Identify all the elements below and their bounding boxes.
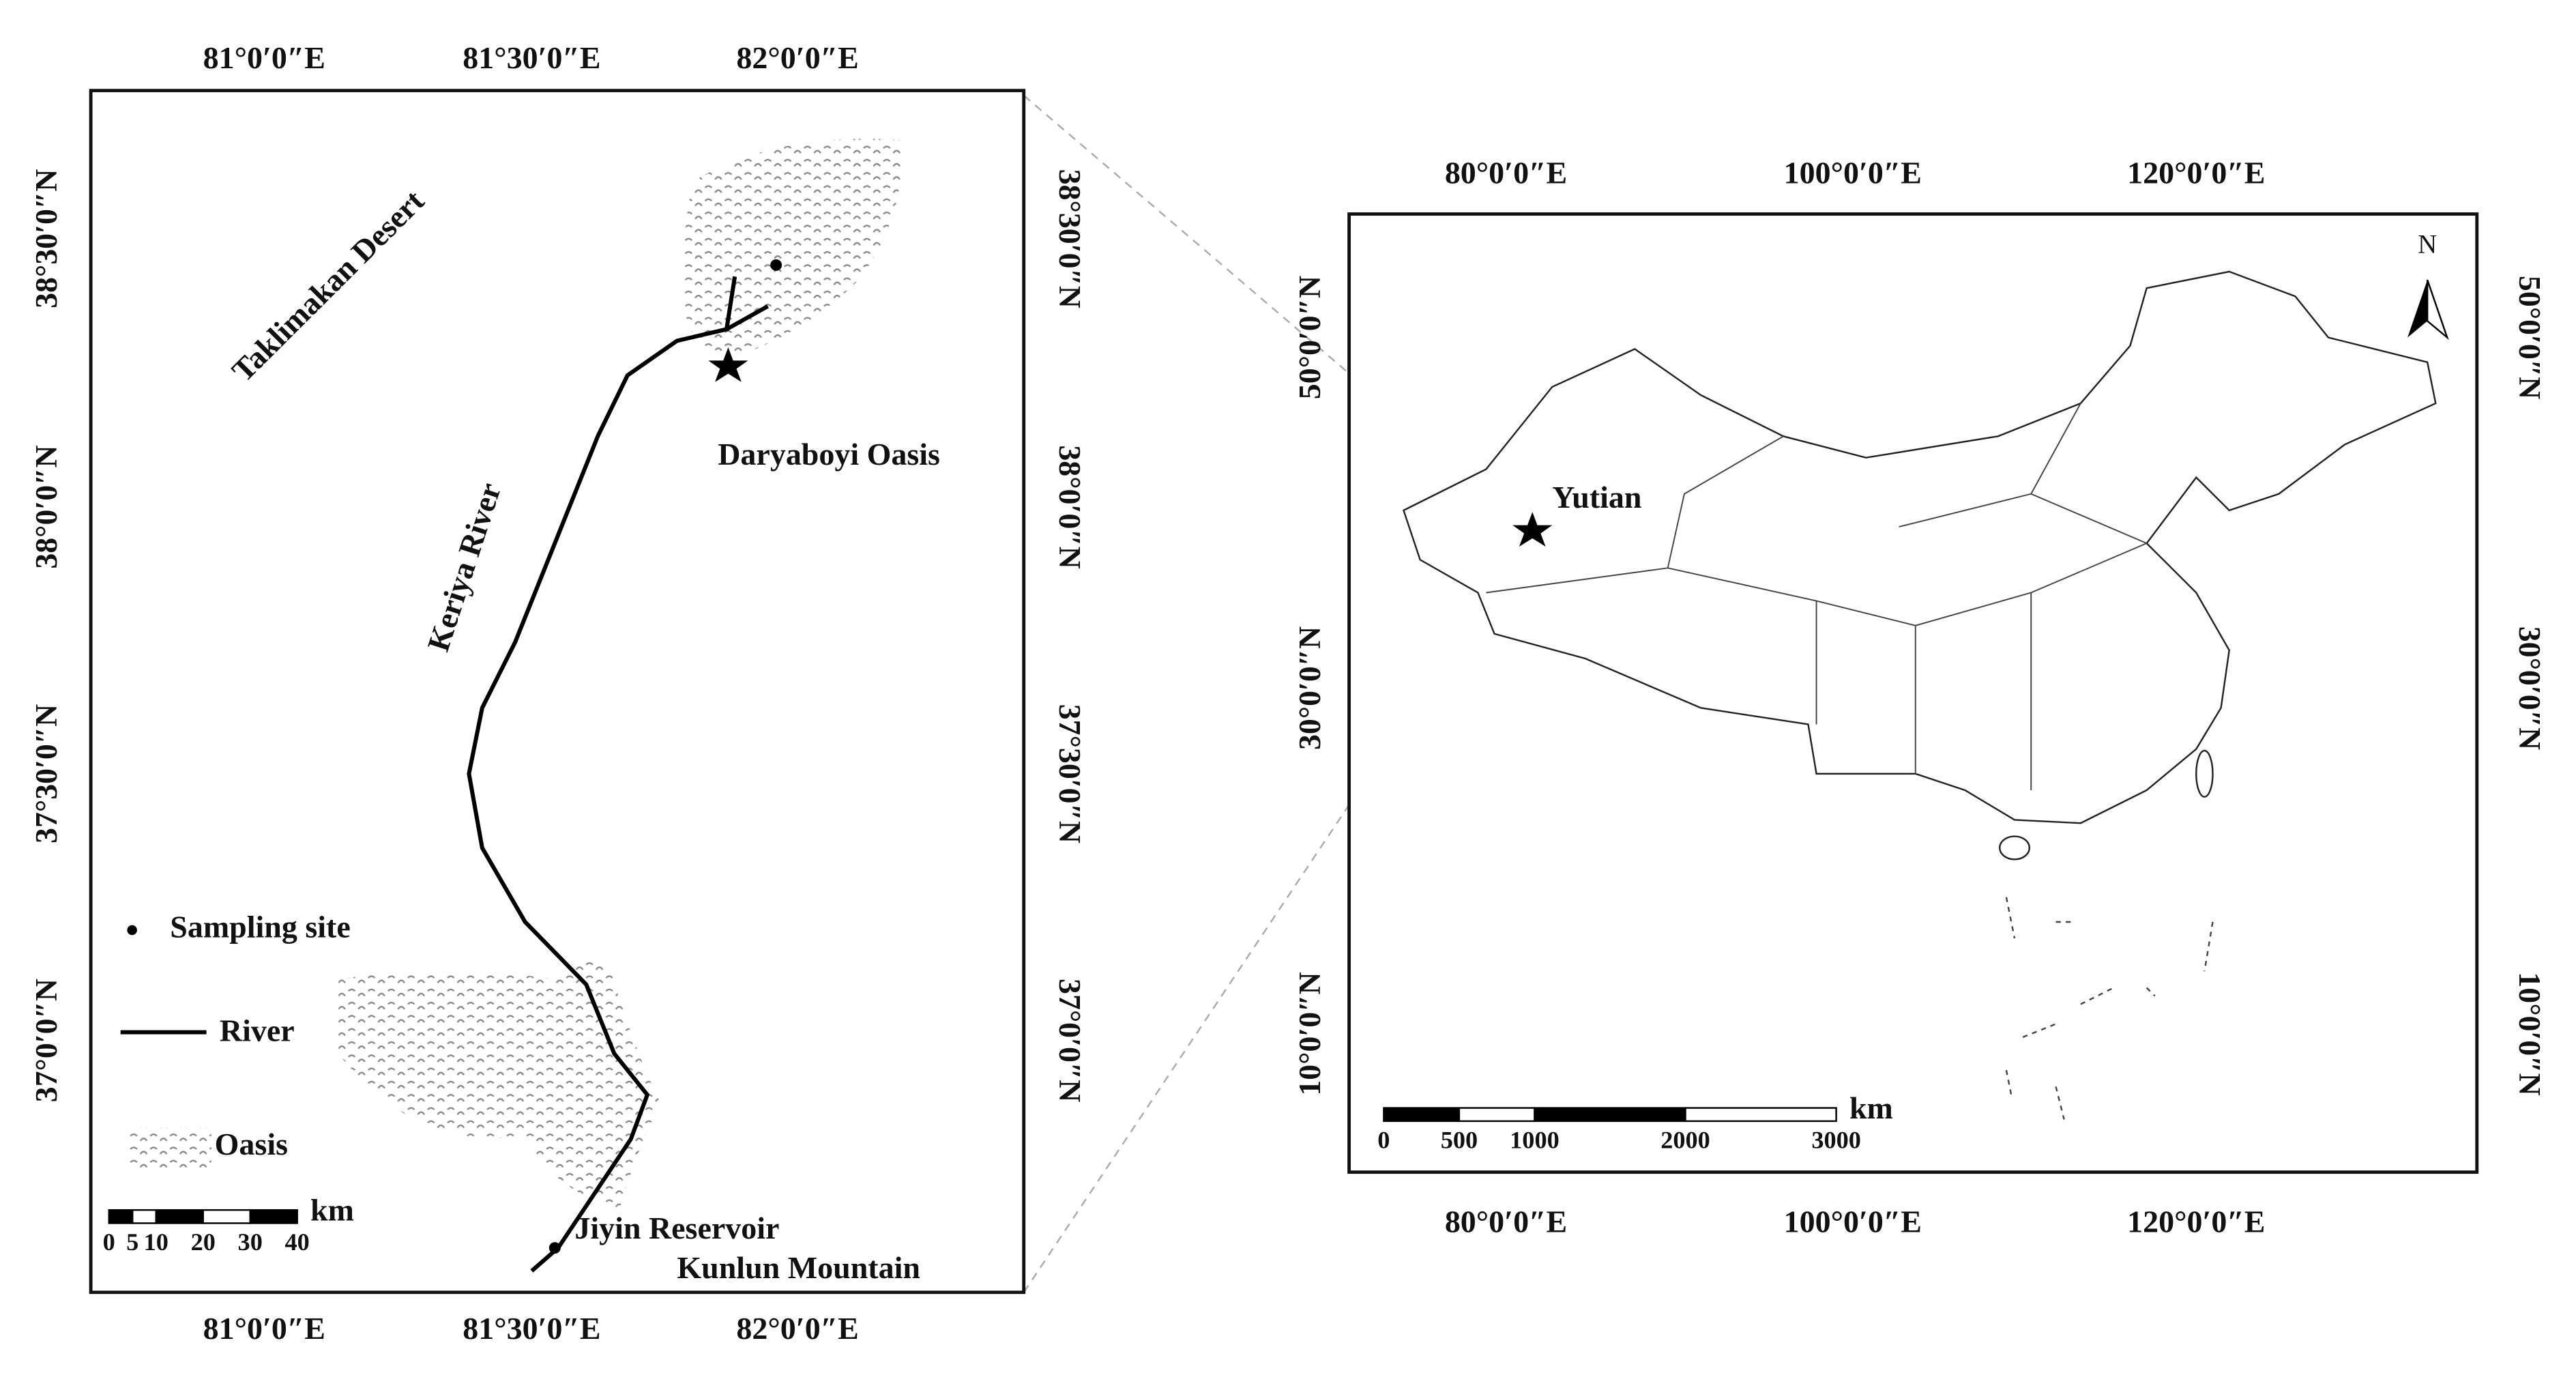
lon-label: 80°0′0″E [1445, 1204, 1567, 1239]
connector [1023, 95, 1534, 531]
lat-label: 38°0′0″N [1053, 445, 1087, 568]
oasis-marker [708, 347, 748, 382]
scale-tick-label: 40 [285, 1228, 310, 1256]
scale-tick-label: 5 [126, 1228, 138, 1256]
legend-label: Sampling site [170, 910, 350, 944]
legend-dot [127, 925, 137, 936]
lat-label: 37°0′0″N [29, 979, 63, 1102]
scale-segment [1684, 1107, 1837, 1123]
scale-segment [108, 1209, 134, 1224]
scale-tick-label: 20 [191, 1228, 216, 1256]
scale-segment [1383, 1107, 1461, 1123]
lat-label: 37°30′0″N [1053, 704, 1087, 843]
scale-tick-label: 0 [1377, 1127, 1390, 1154]
north-arrow [2407, 280, 2428, 338]
lat-label: 38°0′0″N [29, 445, 63, 568]
island [1999, 835, 2031, 861]
scale-tick-label: 3000 [1811, 1127, 1861, 1154]
legend-swatch [128, 1127, 211, 1171]
scale-tick-label: 500 [1441, 1127, 1478, 1154]
river [467, 276, 770, 1273]
lon-label: 100°0′0″E [1784, 1204, 1922, 1239]
lon-label: 80°0′0″E [1445, 156, 1567, 190]
lon-label: 82°0′0″E [736, 40, 858, 75]
lat-label: 50°0′0″N [1292, 276, 1327, 399]
scale-tick-label: 10 [144, 1228, 169, 1256]
scale-tick-label: 2000 [1660, 1127, 1710, 1154]
scale-segment [155, 1209, 204, 1224]
legend-label: River [220, 1013, 295, 1048]
north-arrow [2426, 279, 2449, 341]
scale-unit: km [310, 1193, 354, 1228]
lat-label: 50°0′0″N [2513, 276, 2547, 399]
generated: 81°0′0″E 81°0′0″E 81°30′0″E 81°30′0″E 82°0′0… [29, 40, 2547, 1346]
scale-tick-label: 30 [238, 1228, 263, 1256]
oasis-area [684, 139, 901, 354]
scale-segment [249, 1209, 298, 1224]
country-outline [1402, 270, 2437, 824]
scale-segment [1534, 1107, 1686, 1123]
sampling-site [770, 259, 782, 271]
scale-tick-label: 1000 [1510, 1127, 1560, 1154]
scale-segment [1458, 1107, 1536, 1123]
lat-label: 38°30′0″N [1053, 169, 1087, 308]
lon-label: 81°0′0″E [203, 40, 325, 75]
place-label: Yutian [1552, 480, 1641, 515]
legend-label: Oasis [215, 1127, 288, 1161]
lon-label: 100°0′0″E [1784, 156, 1922, 190]
lon-label: 81°30′0″E [463, 1311, 600, 1346]
lon-label: 120°0′0″E [2127, 156, 2265, 190]
scale-unit: km [1849, 1090, 1893, 1125]
oasis-label: Daryaboyi Oasis [718, 437, 940, 472]
lat-label: 30°0′0″N [2513, 626, 2547, 750]
scale-segment [132, 1209, 157, 1224]
scale-tick-label: 0 [103, 1228, 115, 1256]
islands [2005, 897, 2214, 1120]
lon-label: 120°0′0″E [2127, 1204, 2265, 1239]
lat-label: 10°0′0″N [1292, 972, 1327, 1095]
lon-label: 81°30′0″E [463, 40, 600, 75]
mountain-label: Kunlun Mountain [677, 1250, 920, 1285]
lat-label: 30°0′0″N [1292, 626, 1327, 750]
lat-label: 38°30′0″N [29, 169, 63, 308]
lat-label: 37°0′0″N [1053, 979, 1087, 1102]
reservoir-label: Jiyin Reservoir [574, 1211, 779, 1245]
location-star [1512, 512, 1553, 547]
north-label: N [2418, 231, 2437, 259]
lat-label: 37°30′0″N [29, 704, 63, 843]
oasis-area [338, 956, 661, 1211]
lat-label: 10°0′0″N [2513, 972, 2547, 1095]
province-borders [1486, 403, 2148, 790]
island [2195, 749, 2214, 798]
lon-label: 81°0′0″E [203, 1311, 325, 1346]
sampling-site [548, 1242, 561, 1254]
scale-segment [202, 1209, 251, 1224]
lon-label: 82°0′0″E [736, 1311, 858, 1346]
